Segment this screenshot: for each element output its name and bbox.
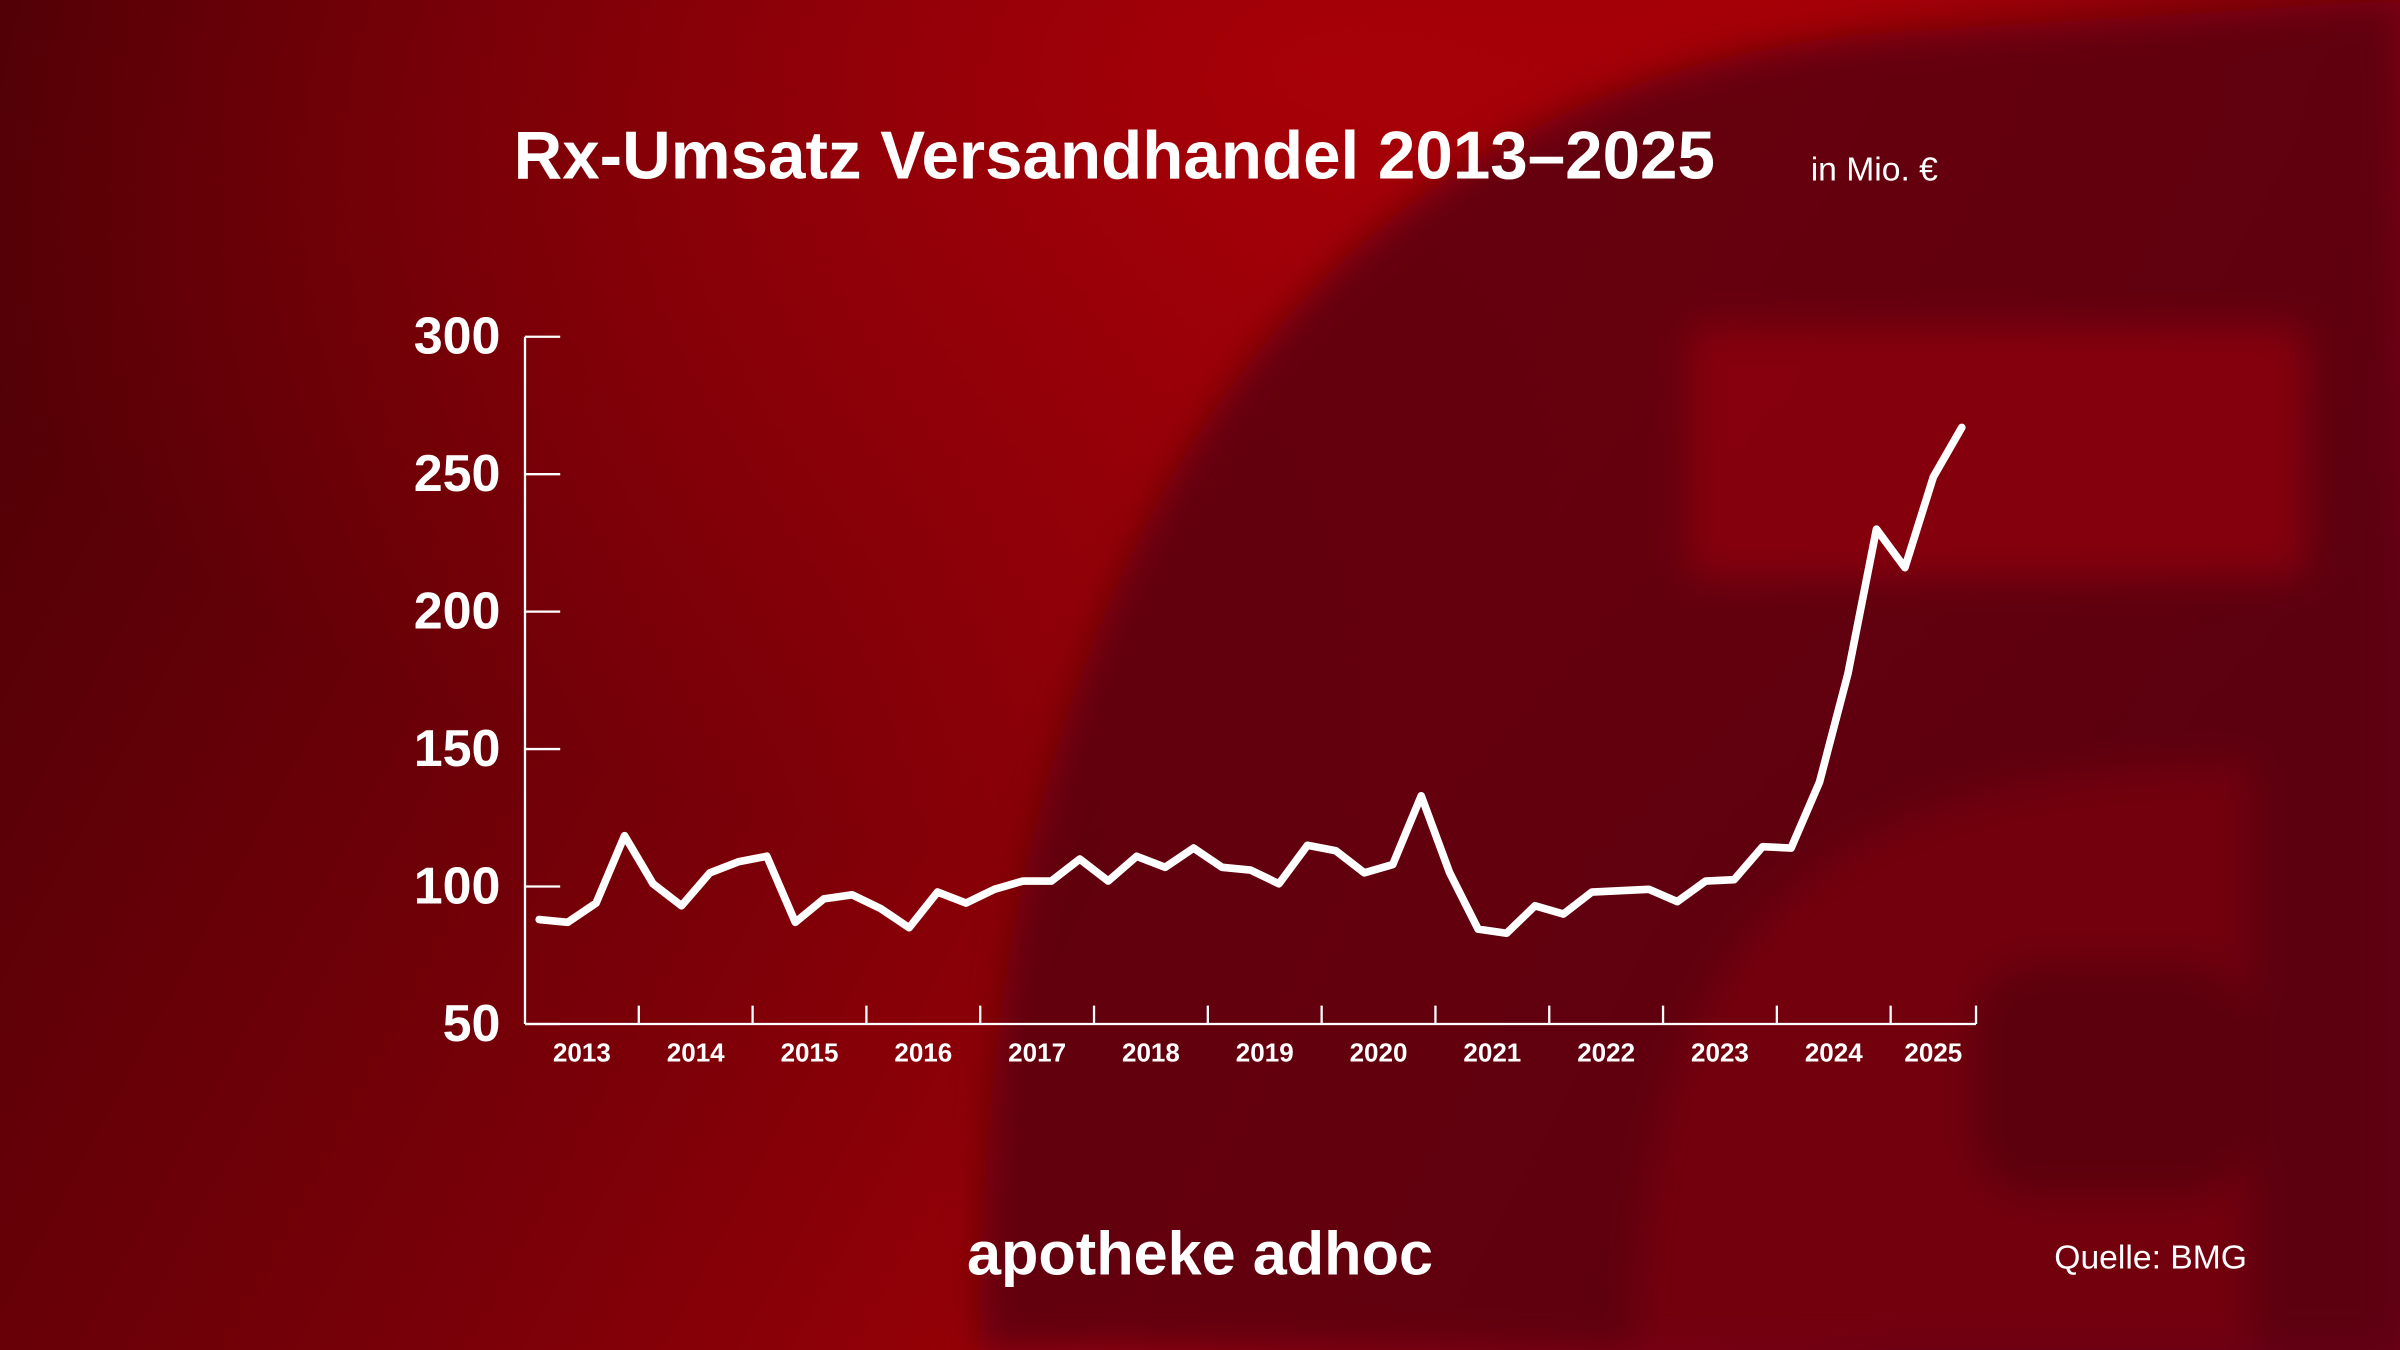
x-tick-label: 2015 <box>781 1037 839 1067</box>
y-tick-label: 50 <box>443 995 501 1053</box>
x-tick-label: 2016 <box>894 1037 952 1067</box>
x-tick-label: 2024 <box>1805 1037 1863 1067</box>
chart-subtitle: in Mio. € <box>1811 151 1938 188</box>
x-tick-label: 2019 <box>1236 1037 1294 1067</box>
source-note: Quelle: BMG <box>2054 1240 2247 1277</box>
y-tick-label: 100 <box>414 857 501 915</box>
x-tick-label: 2020 <box>1350 1037 1408 1067</box>
x-tick-label: 2018 <box>1122 1037 1180 1067</box>
y-tick-label: 300 <box>414 308 501 366</box>
x-tick-label: 2025 <box>1904 1037 1962 1067</box>
x-tick-label: 2017 <box>1008 1037 1066 1067</box>
y-tick-label: 250 <box>414 445 501 503</box>
x-tick-label: 2014 <box>667 1037 725 1067</box>
x-tick-label: 2013 <box>553 1037 611 1067</box>
logo-watermark <box>979 0 2400 1350</box>
brand-logo: apotheke adhoc <box>967 1219 1433 1287</box>
y-tick-label: 150 <box>414 720 501 778</box>
chart-title: Rx-Umsatz Versandhandel 2013–2025 <box>514 118 1715 193</box>
x-tick-label: 2021 <box>1463 1037 1521 1067</box>
plot-area: 50 100 150 200 250 300 2013 2014 2015 2016 2017 201… <box>414 308 1978 1067</box>
x-tick-label: 2022 <box>1577 1037 1635 1067</box>
y-tick-label: 200 <box>414 582 501 640</box>
x-tick-label: 2023 <box>1691 1037 1749 1067</box>
data-line <box>535 423 1966 938</box>
